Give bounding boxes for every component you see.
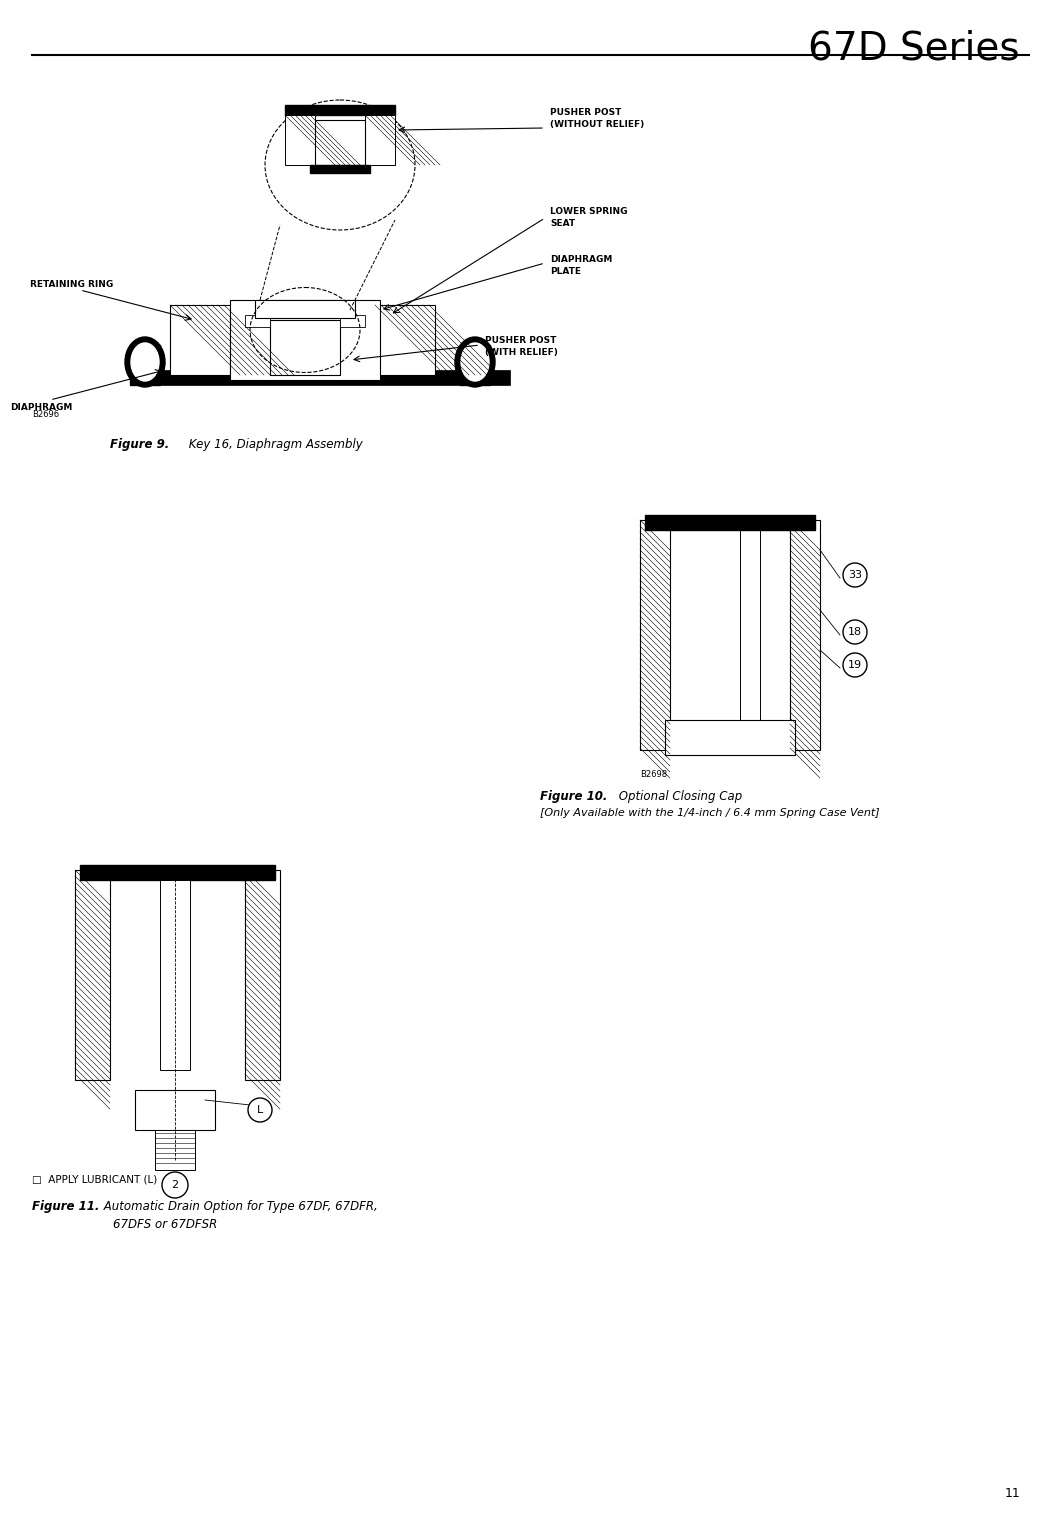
Text: □  APPLY LUBRICANT (L): □ APPLY LUBRICANT (L) (32, 1176, 158, 1185)
Text: (WITH RELIEF): (WITH RELIEF) (485, 348, 558, 357)
Text: RETAINING RING: RETAINING RING (30, 279, 113, 289)
Text: PUSHER POST: PUSHER POST (485, 336, 556, 345)
Bar (155, 1130, 195, 1170)
Text: Key 16, Diaphragm Assembly: Key 16, Diaphragm Assembly (185, 437, 362, 451)
Circle shape (248, 1098, 272, 1123)
Text: PUSHER POST: PUSHER POST (550, 108, 622, 117)
Text: [Only Available with the 1/4-inch / 6.4 mm Spring Case Vent]: [Only Available with the 1/4-inch / 6.4 … (540, 808, 880, 819)
Bar (285, 115, 315, 166)
Bar (270, 321, 340, 375)
Text: 19: 19 (848, 659, 862, 670)
Bar (80, 864, 275, 880)
Text: L: L (257, 1104, 264, 1115)
Bar (640, 519, 670, 750)
Circle shape (162, 1173, 188, 1198)
Bar (285, 105, 395, 115)
Text: 18: 18 (848, 627, 862, 636)
Bar (160, 880, 190, 1069)
Bar (365, 115, 395, 166)
Bar (790, 519, 820, 750)
Bar (740, 530, 760, 740)
Bar (375, 305, 435, 375)
Bar (170, 305, 230, 375)
Text: 67D Series: 67D Series (808, 30, 1020, 68)
Text: 11: 11 (1004, 1487, 1020, 1499)
Bar (340, 314, 365, 327)
Text: B2696: B2696 (32, 410, 59, 419)
Bar (75, 870, 110, 1080)
Bar (460, 345, 490, 384)
Bar (245, 870, 280, 1080)
Text: PLATE: PLATE (550, 267, 581, 276)
Text: B2698: B2698 (640, 770, 667, 779)
Bar (665, 720, 795, 755)
Bar (255, 299, 355, 317)
Bar (315, 120, 365, 166)
Text: Optional Closing Cap: Optional Closing Cap (615, 790, 742, 804)
Bar (245, 314, 270, 327)
Circle shape (843, 653, 867, 677)
Ellipse shape (125, 337, 165, 387)
Ellipse shape (461, 343, 489, 381)
Bar (135, 1091, 215, 1130)
Bar (310, 166, 370, 173)
Text: LOWER SPRING: LOWER SPRING (550, 207, 628, 216)
Ellipse shape (131, 343, 159, 381)
Circle shape (843, 564, 867, 586)
Bar (230, 299, 380, 380)
Text: DIAPHRAGM: DIAPHRAGM (550, 255, 612, 264)
Text: Automatic Drain Option for Type 67DF, 67DFR,: Automatic Drain Option for Type 67DF, 67… (100, 1200, 378, 1214)
Text: DIAPHRAGM: DIAPHRAGM (10, 403, 72, 412)
Text: (WITHOUT RELIEF): (WITHOUT RELIEF) (550, 120, 645, 129)
Text: Figure 9.: Figure 9. (110, 437, 169, 451)
Ellipse shape (455, 337, 495, 387)
Bar (645, 515, 815, 530)
Text: Figure 10.: Figure 10. (540, 790, 607, 804)
Bar (130, 371, 510, 384)
Text: 67DFS or 67DFSR: 67DFS or 67DFSR (113, 1218, 217, 1230)
Text: Figure 11.: Figure 11. (32, 1200, 100, 1214)
Text: 33: 33 (848, 570, 862, 580)
Circle shape (843, 620, 867, 644)
Text: SEAT: SEAT (550, 219, 575, 228)
Bar (130, 345, 160, 384)
Text: 2: 2 (171, 1180, 178, 1189)
